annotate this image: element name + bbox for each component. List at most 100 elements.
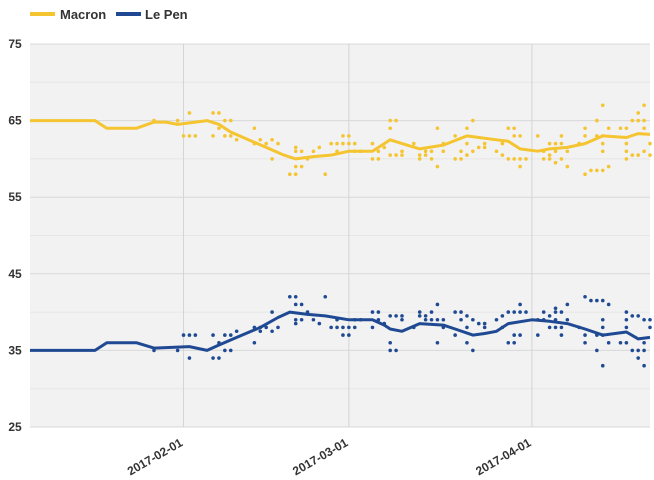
poll-point-macron [423, 153, 428, 157]
poll-point-le-pen [370, 310, 375, 314]
poll-point-le-pen [181, 333, 186, 337]
poll-point-macron [270, 137, 274, 142]
poll-point-le-pen [518, 333, 522, 337]
legend-swatch-macron [30, 12, 55, 16]
poll-point-macron [217, 111, 221, 115]
poll-point-le-pen [453, 333, 457, 337]
poll-point-macron [524, 157, 528, 161]
poll-point-le-pen [518, 302, 522, 307]
poll-point-macron [341, 134, 345, 138]
poll-point-macron [506, 126, 511, 131]
poll-point-macron [559, 157, 564, 161]
y-tick-label: 45 [8, 267, 22, 281]
poll-point-macron [388, 118, 392, 123]
poll-point-macron [264, 141, 268, 146]
poll-point-le-pen [606, 340, 611, 345]
poll-point-macron [394, 118, 398, 123]
poll-point-macron [293, 164, 298, 169]
poll-point-le-pen [541, 310, 546, 314]
poll-point-macron [376, 149, 381, 154]
poll-point-le-pen [211, 333, 215, 337]
poll-point-macron [223, 134, 227, 138]
poll-point-macron [211, 134, 215, 138]
poll-point-le-pen [329, 325, 333, 330]
poll-point-le-pen [606, 302, 611, 307]
poll-point-macron [435, 164, 440, 169]
poll-point-macron [600, 149, 605, 154]
poll-point-le-pen [482, 321, 487, 326]
y-tick-label: 35 [8, 343, 22, 357]
poll-point-le-pen [175, 348, 180, 353]
poll-point-macron [512, 157, 516, 161]
poll-point-le-pen [547, 325, 552, 330]
poll-point-le-pen [642, 317, 646, 322]
poll-point-le-pen [595, 298, 599, 303]
poll-point-macron [453, 134, 457, 138]
poll-point-macron [429, 157, 434, 161]
poll-point-macron [400, 149, 404, 154]
poll-point-le-pen [228, 333, 233, 337]
poll-point-macron [234, 137, 239, 142]
legend-item-le-pen[interactable]: Le Pen [116, 7, 188, 22]
poll-point-macron [565, 164, 570, 169]
poll-point-le-pen [583, 340, 587, 345]
poll-point-le-pen [293, 302, 298, 307]
poll-point-macron [583, 126, 587, 131]
poll-point-le-pen [211, 356, 215, 360]
poll-point-macron [630, 118, 635, 123]
poll-point-le-pen [193, 333, 198, 337]
poll-point-le-pen [223, 348, 227, 353]
poll-point-macron [341, 141, 345, 146]
poll-point-macron [211, 111, 215, 115]
poll-point-le-pen [394, 348, 398, 353]
trend-line-le-pen [30, 310, 651, 352]
poll-point-macron [547, 141, 552, 146]
poll-point-le-pen [335, 325, 339, 330]
poll-point-le-pen [388, 348, 392, 353]
poll-point-le-pen [435, 317, 440, 322]
poll-point-le-pen [400, 314, 404, 318]
poll-point-macron [547, 153, 552, 157]
poll-point-macron [293, 145, 298, 150]
poll-point-macron [288, 172, 292, 177]
poll-point-macron [565, 149, 570, 154]
poll-point-macron [299, 164, 304, 169]
poll-point-le-pen [429, 317, 434, 322]
poll-point-macron [482, 145, 487, 150]
legend-label-le-pen: Le Pen [145, 7, 188, 22]
poll-point-macron [583, 134, 587, 138]
poll-point-macron [541, 157, 546, 161]
poll-point-le-pen [276, 325, 280, 330]
poll-point-le-pen [553, 306, 558, 311]
poll-point-macron [228, 118, 233, 123]
poll-point-macron [471, 149, 475, 154]
poll-point-le-pen [435, 340, 440, 345]
poll-point-macron [518, 164, 522, 169]
poll-point-le-pen [234, 329, 239, 334]
poll-point-le-pen [217, 356, 221, 360]
poll-point-le-pen [636, 348, 640, 353]
poll-point-le-pen [636, 314, 640, 318]
poll-point-le-pen [293, 294, 298, 299]
poll-point-le-pen [512, 333, 516, 337]
poll-point-macron [559, 141, 564, 146]
x-tick-label: 2017-04-01 [473, 435, 533, 478]
poll-point-le-pen [441, 317, 446, 322]
poll-point-macron [642, 103, 646, 108]
poll-point-macron [642, 118, 646, 123]
poll-point-le-pen [630, 348, 635, 353]
x-tick-label: 2017-03-01 [290, 435, 350, 478]
x-tick-label: 2017-02-01 [125, 435, 185, 478]
poll-point-le-pen [465, 340, 469, 345]
y-tick-label: 65 [8, 114, 22, 128]
poll-point-le-pen [624, 310, 629, 314]
poll-point-le-pen [435, 302, 440, 307]
poll-point-le-pen [270, 329, 274, 334]
poll-point-macron [293, 149, 298, 154]
poll-point-macron [293, 172, 298, 177]
legend-item-macron[interactable]: Macron [30, 7, 106, 22]
poll-point-le-pen [494, 317, 499, 322]
poll-point-macron [465, 126, 469, 131]
poll-point-le-pen [423, 317, 428, 322]
poll-point-le-pen [583, 294, 587, 299]
